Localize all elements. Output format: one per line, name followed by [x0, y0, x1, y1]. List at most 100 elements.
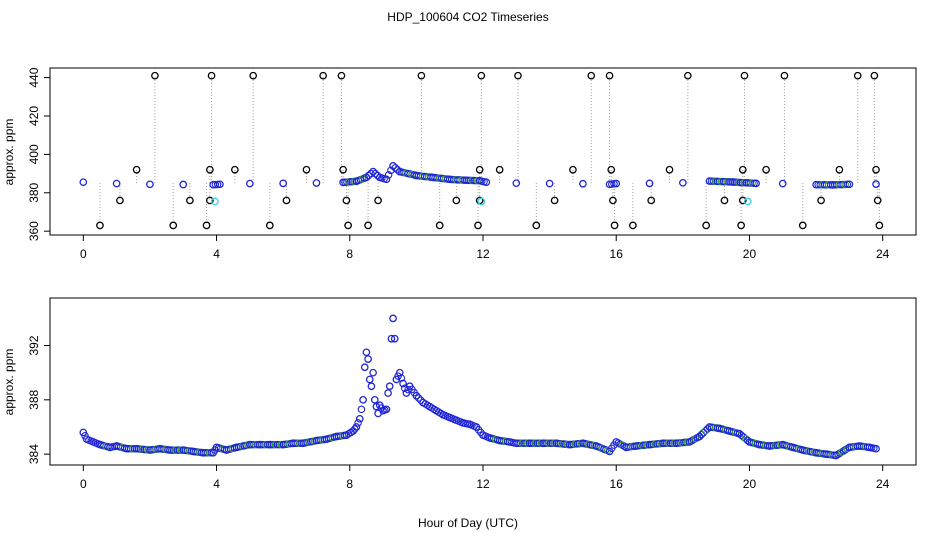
top-y-tick-label: 400: [27, 144, 41, 164]
top-baseline-point: [391, 164, 400, 172]
top-baseline-point: [841, 180, 849, 189]
top-baseline-point: [367, 169, 375, 178]
top-baseline-point: [362, 173, 371, 182]
top-spikes-point: [495, 165, 504, 174]
top-spikes-point: [738, 165, 747, 174]
top-spikes-point: [452, 196, 461, 205]
top-spikes-point: [186, 196, 194, 205]
top-spikes-point: [364, 221, 372, 230]
bottom-data-point: [354, 419, 362, 427]
bottom-data-point: [384, 389, 392, 397]
top-baseline-point: [146, 180, 154, 189]
top-y-axis: 360 380 400 420 440: [27, 67, 50, 241]
x-axis-label: Hour of Day (UTC): [418, 516, 518, 530]
top-spikes-point: [514, 71, 522, 80]
top-spikes-point: [738, 196, 747, 205]
top-baseline-point: [245, 179, 254, 188]
bottom-data-point: [872, 444, 880, 453]
top-baseline-point: [384, 171, 393, 179]
top-spikes-point: [265, 221, 274, 230]
top-spikes-point: [720, 196, 729, 205]
top-baseline-point: [752, 179, 760, 188]
top-spikes-point: [344, 221, 352, 230]
top-baseline-point: [312, 179, 321, 187]
top-x-tick-label: 0: [80, 247, 87, 261]
top-baseline-point: [211, 180, 220, 189]
top-spikes-point: [202, 221, 211, 230]
bottom-data-point: [836, 449, 844, 457]
top-baseline-point: [364, 171, 373, 180]
bottom-data-point: [362, 348, 371, 357]
top-baseline-point: [179, 180, 188, 189]
top-spikes-point: [780, 71, 789, 80]
bottom-x-tick-label: 16: [610, 477, 624, 491]
top-spikes-point: [249, 71, 258, 80]
bottom-data-point: [351, 425, 359, 433]
bottom-x-tick-label: 24: [876, 477, 890, 491]
top-spikes-point: [532, 221, 541, 230]
top-x-axis: 0 4 8 12 16 20 24: [80, 235, 890, 261]
top-spikes-point: [647, 196, 656, 205]
top-spikes-point: [132, 165, 141, 174]
top-baseline-point: [371, 169, 380, 178]
top-baseline-point: [845, 180, 854, 189]
top-x-tick-label: 24: [876, 247, 890, 261]
top-spikes-point: [607, 165, 616, 174]
bottom-data-point: [834, 450, 842, 459]
top-spikes-point: [319, 71, 327, 80]
top-spikes-point: [762, 165, 770, 174]
top-spikes-point: [475, 165, 484, 174]
bottom-data-point: [352, 423, 361, 431]
bottom-data-point: [364, 355, 372, 363]
top-x-tick-label: 16: [610, 247, 624, 261]
top-spikes-point: [605, 71, 614, 80]
bottom-data-point: [743, 436, 752, 445]
top-spikes-point: [817, 196, 825, 205]
bottom-data-point: [697, 430, 706, 439]
top-baseline-point: [112, 179, 121, 188]
bottom-data-point: [839, 447, 848, 455]
bottom-data-point: [359, 395, 367, 404]
top-baseline-point: [645, 179, 654, 188]
top-spikes-point: [835, 165, 844, 174]
bottom-data-point: [414, 394, 423, 402]
top-spikes-point: [610, 221, 619, 230]
top-x-tick-label: 12: [476, 247, 490, 261]
bottom-data-point: [390, 334, 399, 343]
top-spikes-point: [206, 196, 214, 205]
top-spikes-point: [206, 165, 214, 174]
top-y-tick-label: 440: [27, 67, 41, 87]
top-plot-frame: [49, 67, 917, 236]
bottom-data-point: [382, 405, 391, 414]
bottom-data-point: [370, 395, 379, 404]
bottom-data-point: [701, 427, 710, 435]
bottom-data-point: [695, 432, 704, 441]
top-spikes-point: [683, 71, 692, 80]
top-x-tick-label: 4: [213, 247, 220, 261]
top-spikes-point: [116, 196, 124, 205]
top-baseline-point: [369, 167, 377, 176]
top-baseline-point: [79, 178, 88, 187]
top-spikes-point: [435, 221, 444, 230]
bottom-data-point: [838, 448, 846, 456]
top-spikes-point: [474, 221, 482, 230]
bottom-data-point: [417, 396, 425, 405]
top-spikes-point: [207, 71, 216, 80]
top-spikes-point: [702, 221, 711, 230]
bottom-data-point: [387, 334, 396, 343]
top-cyan-point: [743, 197, 752, 206]
top-baseline-point: [382, 175, 391, 184]
top-spikes-point: [875, 221, 884, 230]
top-spikes-point: [587, 71, 596, 80]
top-baseline-point: [778, 179, 787, 188]
bottom-x-tick-label: 12: [476, 477, 490, 491]
top-spikes-point: [417, 71, 426, 80]
top-spikes-point: [477, 71, 486, 80]
top-baseline-point: [872, 180, 880, 188]
top-baseline-point: [512, 179, 521, 188]
top-y-tick-label: 360: [27, 221, 41, 241]
top-y-axis-label: approx. ppm: [2, 119, 16, 186]
bottom-plot-marks: [79, 314, 880, 460]
bottom-y-axis: 384 388 392: [27, 335, 50, 464]
